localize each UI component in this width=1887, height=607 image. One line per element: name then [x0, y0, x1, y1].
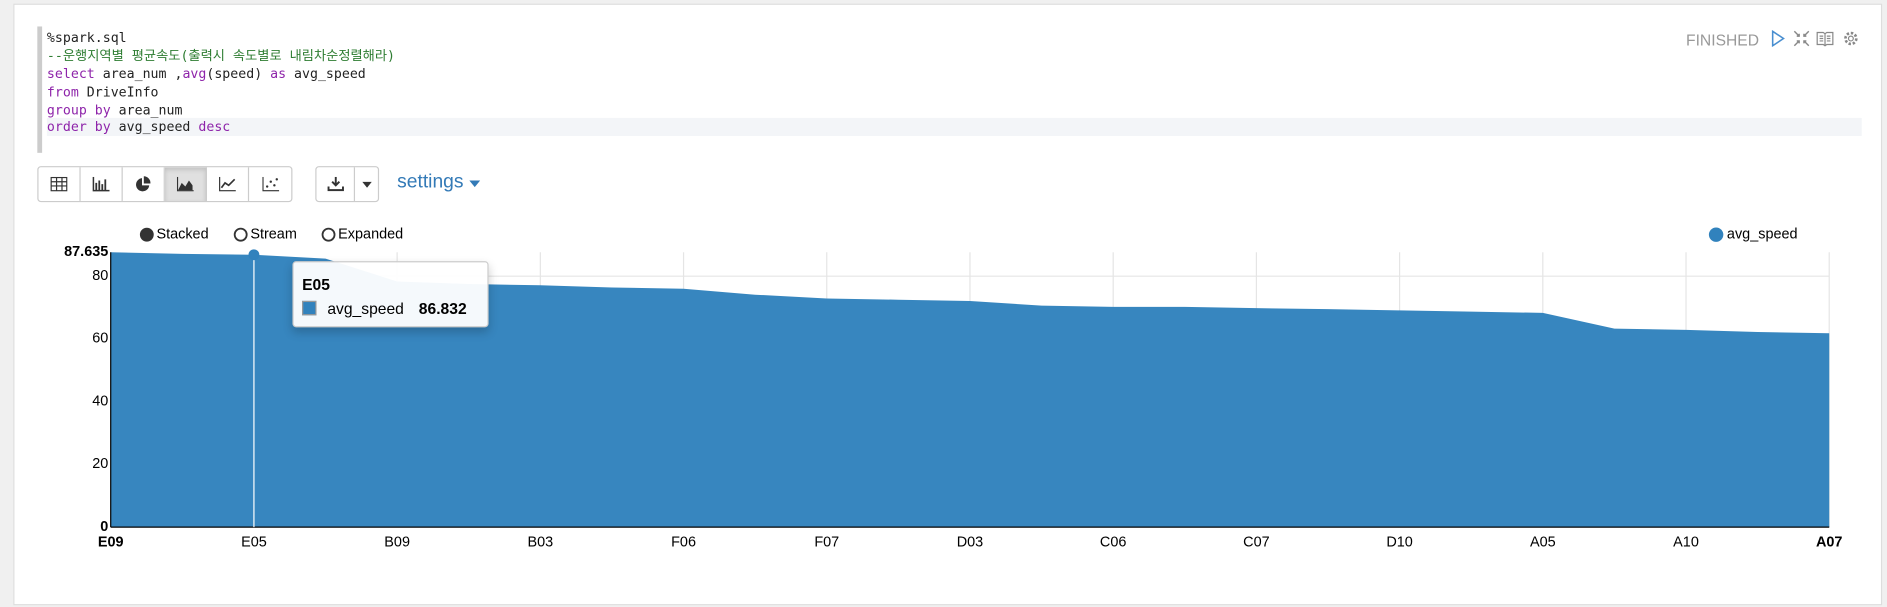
tooltip-category: E05 — [302, 275, 330, 294]
x-tick-label: D10 — [1386, 535, 1413, 551]
run-icon[interactable] — [1769, 30, 1786, 47]
scatter-chart-button[interactable] — [249, 167, 291, 201]
x-tick-label: A05 — [1530, 535, 1556, 551]
settings-icon[interactable] — [1842, 30, 1859, 47]
x-tick-label: F07 — [814, 535, 839, 551]
code-token: avg_speed — [286, 66, 366, 82]
x-tick-label: E09 — [98, 535, 124, 551]
line-chart-button[interactable] — [207, 167, 250, 201]
x-tick-label: C06 — [1100, 535, 1126, 551]
legend-label: avg_speed — [1727, 226, 1798, 242]
code-editor[interactable]: %spark.sql --운행지역별 평균속도(출력시 속도별로 내림차순정렬해… — [37, 26, 1862, 153]
download-toolbar — [315, 166, 380, 203]
mode-label: Stacked — [156, 226, 208, 242]
mode-radio — [321, 227, 336, 242]
area-chart-button[interactable] — [164, 167, 207, 201]
code-token: %spark.sql — [46, 30, 127, 46]
mode-label: Expanded — [338, 226, 403, 242]
mode-label: Stream — [250, 226, 297, 242]
tooltip-series: avg_speed — [327, 299, 404, 318]
code-token: area_num — [110, 102, 183, 118]
x-tick-label: E05 — [241, 535, 267, 551]
code-function: avg — [182, 66, 207, 82]
bar-chart-button[interactable] — [81, 167, 123, 201]
tooltip-swatch — [302, 300, 317, 316]
code-comment: --운행지역별 평균속도(출력시 속도별로 내림차순정렬해라) — [46, 48, 396, 64]
y-tick-label: 87.635 — [64, 244, 108, 260]
hide-editor-icon[interactable] — [1793, 30, 1810, 47]
pie-chart-button[interactable] — [123, 167, 165, 201]
hover-point — [248, 249, 260, 261]
code-line: order by avg_speed desc — [46, 117, 1862, 136]
code-keyword: from — [46, 84, 79, 100]
mode-radio — [139, 227, 154, 242]
y-tick-label: 0 — [100, 519, 108, 535]
code-keyword: order by — [46, 119, 111, 135]
x-tick-label: A10 — [1673, 535, 1699, 551]
code-keyword: as — [270, 66, 287, 82]
output-icon[interactable] — [1816, 30, 1834, 47]
code-keyword: group by — [46, 102, 111, 118]
visualization-toolbar — [37, 166, 293, 203]
x-tick-label: F06 — [671, 535, 696, 551]
download-dropdown[interactable] — [355, 167, 377, 201]
code-keyword: select — [46, 66, 95, 82]
area — [110, 252, 1830, 528]
code-line: group by area_num — [47, 101, 182, 119]
legend-swatch — [1708, 227, 1724, 242]
status-label: FINISHED — [1686, 31, 1760, 50]
x-tick-label: A07 — [1816, 535, 1843, 551]
x-tick-label: B09 — [384, 535, 410, 551]
code-token: (speed) — [206, 66, 271, 82]
code-token: DriveInfo — [78, 84, 159, 100]
code-line: select area_num ,avg(speed) as avg_speed — [47, 65, 366, 83]
x-tick-label: C07 — [1243, 535, 1270, 551]
settings-label: settings — [397, 172, 464, 193]
tooltip: E05 avg_speed 86.832 — [292, 261, 489, 328]
code-line: %spark.sql — [47, 29, 127, 47]
y-tick-label: 80 — [92, 268, 108, 284]
table-button[interactable] — [39, 167, 81, 201]
tooltip-value: 86.832 — [418, 299, 467, 318]
y-tick-label: 20 — [92, 456, 108, 472]
y-tick-label: 40 — [92, 393, 108, 409]
download-button[interactable] — [317, 167, 356, 201]
x-tick-label: B03 — [527, 535, 553, 551]
code-keyword: desc — [198, 119, 231, 135]
code-line: --운행지역별 평균속도(출력시 속도별로 내림차순정렬해라) — [47, 47, 395, 65]
code-token: area_num , — [94, 66, 183, 82]
code-line: from DriveInfo — [47, 83, 159, 101]
mode-radio — [233, 227, 248, 242]
y-tick-label: 60 — [92, 331, 108, 347]
settings-toggle[interactable]: settings — [397, 172, 480, 194]
code-token: avg_speed — [110, 119, 199, 135]
caret — [468, 180, 480, 188]
x-tick-label: D03 — [957, 535, 984, 551]
